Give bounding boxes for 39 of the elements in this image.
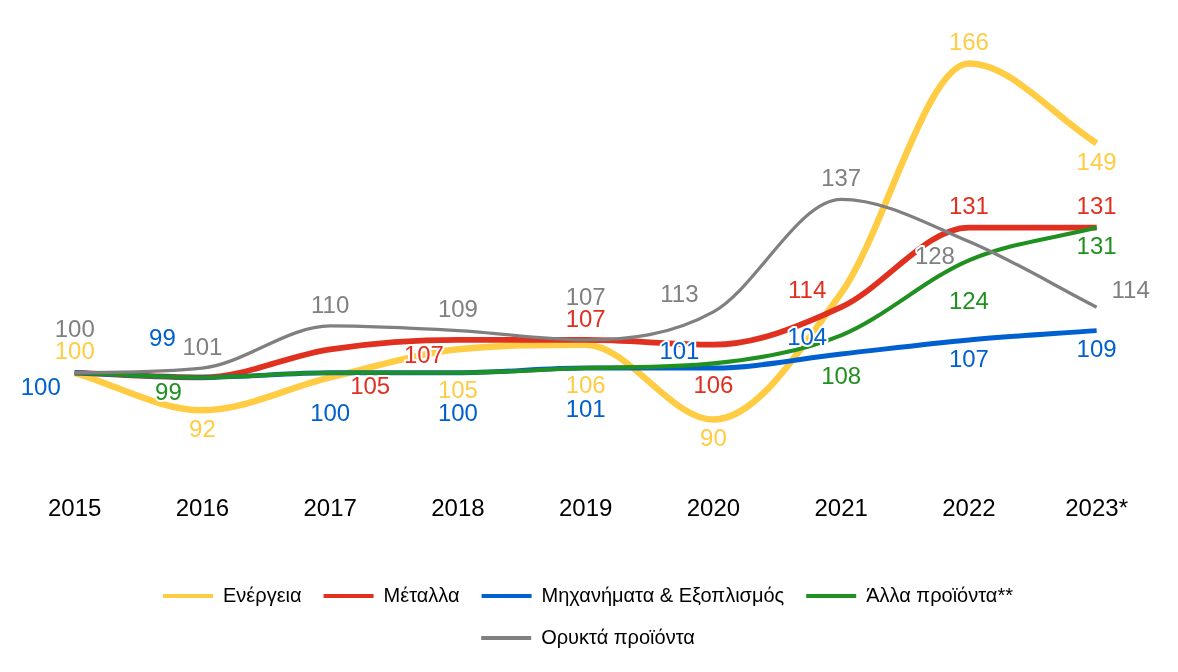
data-label: 166	[948, 28, 989, 56]
data-label: 101	[182, 332, 223, 360]
data-label: 114	[788, 275, 827, 303]
data-label: 107	[948, 344, 989, 372]
data-label: 137	[821, 164, 862, 192]
data-label: 100	[310, 399, 351, 427]
data-label: 106	[693, 371, 734, 399]
x-tick-label: 2021	[814, 494, 868, 522]
legend-label: Μηχανήματα & Εξοπλισμός	[541, 583, 785, 606]
data-label: 108	[821, 361, 862, 389]
data-label: 113	[660, 280, 699, 308]
data-label: 114	[1111, 275, 1150, 303]
data-label: 90	[700, 424, 727, 452]
data-label: 100	[20, 373, 61, 401]
legend-label: Ορυκτά προϊόντα	[541, 625, 695, 648]
data-label: 109	[437, 295, 478, 323]
data-label: 131	[948, 192, 989, 220]
x-tick-label: 2019	[558, 494, 613, 522]
data-label: 110	[311, 290, 350, 318]
data-label: 149	[1076, 147, 1117, 175]
data-label: 105	[350, 371, 391, 399]
legend-label: Ενέργεια	[223, 583, 302, 606]
data-label: 99	[149, 324, 176, 352]
legend-label: Μέταλλα	[383, 583, 460, 606]
x-tick-label: 2016	[175, 494, 230, 522]
data-label: 131	[1076, 232, 1117, 260]
x-tick-label: 2017	[303, 494, 357, 522]
data-label: 128	[914, 242, 955, 270]
x-tick-label: 2015	[48, 494, 102, 522]
x-tick-label: 2018	[431, 494, 485, 522]
x-tick-label: 2020	[686, 494, 741, 522]
x-tick-label: 2023*	[1065, 494, 1128, 522]
data-label: 92	[189, 414, 216, 442]
data-label: 99	[155, 378, 182, 406]
data-label: 109	[1076, 335, 1117, 363]
data-label: 131	[1076, 192, 1117, 220]
x-tick-label: 2022	[942, 494, 996, 522]
data-label: 124	[948, 286, 989, 314]
legend-label: Άλλα προϊόντα**	[866, 583, 1014, 606]
